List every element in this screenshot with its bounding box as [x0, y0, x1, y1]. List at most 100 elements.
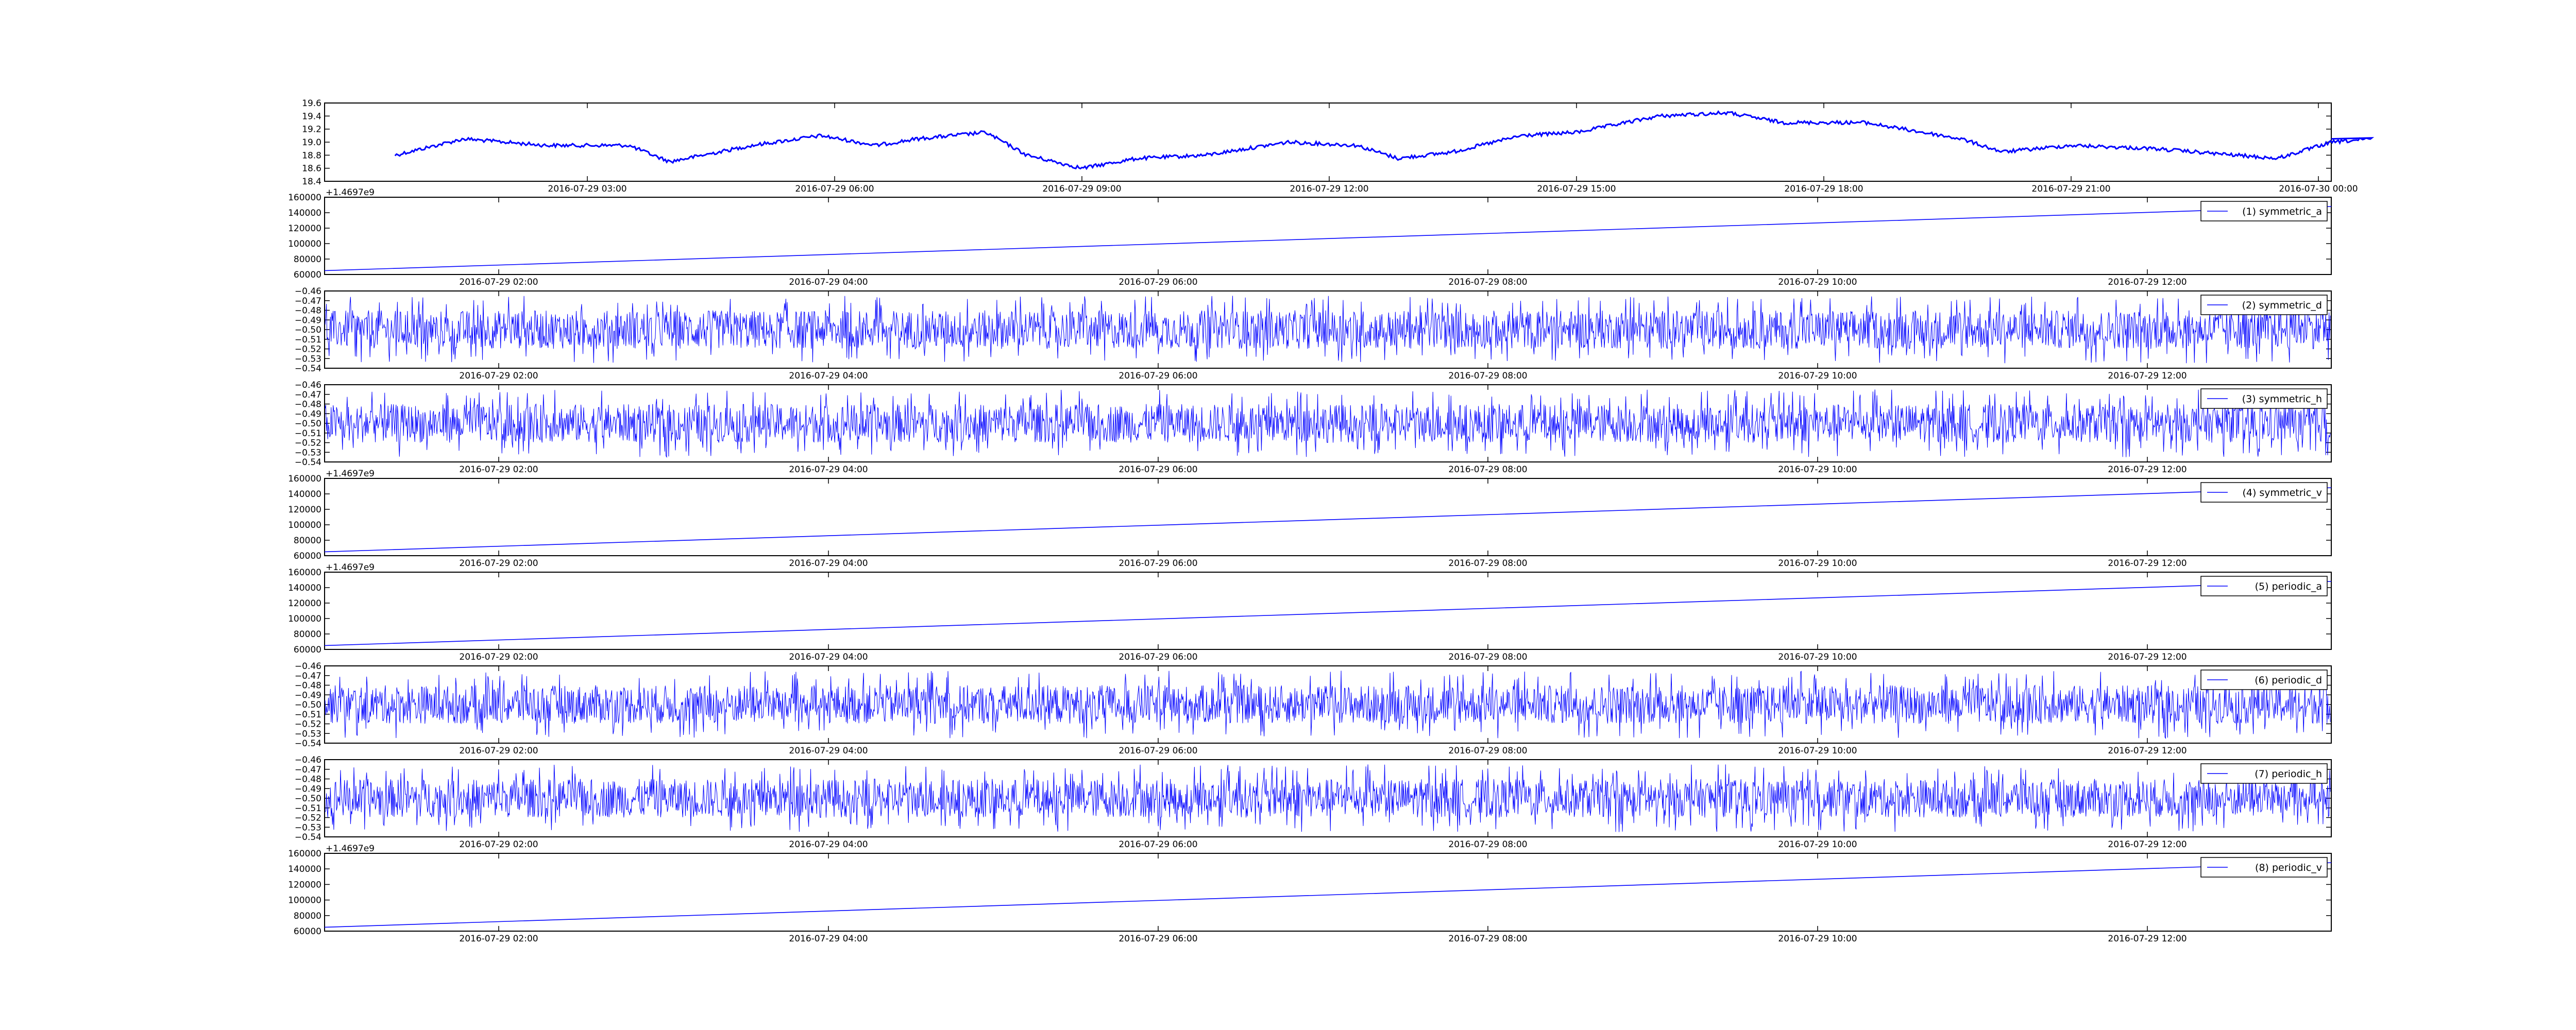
x-tick-label: 2016-07-29 02:00 — [459, 371, 538, 381]
axis-offset-label: +1.4697e9 — [326, 187, 375, 198]
axis-offset-label: +1.4697e9 — [326, 844, 375, 854]
x-tick-label: 2016-07-29 04:00 — [789, 652, 868, 662]
legend: (5) periodic_a — [2200, 576, 2328, 596]
x-tick-label: 2016-07-29 12:00 — [1290, 184, 1368, 194]
y-tick-label: −0.46 — [295, 661, 321, 672]
y-tick-label: −0.53 — [295, 448, 321, 458]
x-tick-label: 2016-07-29 06:00 — [1118, 465, 1197, 475]
y-tick-label: −0.53 — [295, 729, 321, 739]
chart-panel-2: 60000 80000 100000 120000 140000 160000 2016-0… — [288, 187, 2332, 287]
series-line — [325, 296, 2331, 364]
y-tick-label: −0.49 — [295, 784, 321, 794]
legend-label: (5) periodic_a — [2255, 581, 2322, 592]
y-tick-label: −0.46 — [295, 380, 321, 390]
x-tick-label: 2016-07-29 10:00 — [1778, 277, 1857, 287]
plot-frame — [324, 478, 2332, 556]
legend-label: (8) periodic_v — [2255, 862, 2322, 873]
series-line — [325, 671, 2331, 740]
series-line — [324, 487, 2332, 553]
x-tick-label: 2016-07-29 08:00 — [1448, 839, 1527, 850]
plot-frame — [324, 572, 2332, 650]
x-tick-label: 2016-07-29 10:00 — [1778, 652, 1857, 662]
y-tick-label: 100000 — [288, 239, 321, 249]
y-tick-label: 160000 — [288, 568, 321, 578]
x-tick-label: 2016-07-29 08:00 — [1448, 371, 1527, 381]
y-tick-label: −0.50 — [295, 325, 321, 335]
x-tick-label: 2016-07-29 10:00 — [1778, 934, 1857, 944]
y-tick-label: −0.47 — [295, 671, 321, 681]
axis-offset-label: +1.4697e9 — [326, 469, 375, 479]
y-tick-label: −0.50 — [295, 700, 321, 710]
y-tick-label: −0.47 — [295, 296, 321, 306]
y-tick-label: 60000 — [294, 926, 321, 937]
y-tick-label: 160000 — [288, 193, 321, 203]
x-tick-label: 2016-07-29 04:00 — [789, 934, 868, 944]
x-tick-label: 2016-07-29 06:00 — [1118, 652, 1197, 662]
x-tick-label: 2016-07-29 06:00 — [1118, 371, 1197, 381]
x-tick-label: 2016-07-29 09:00 — [1042, 184, 1121, 194]
y-tick-label: −0.50 — [295, 419, 321, 429]
y-tick-label: −0.51 — [295, 803, 321, 814]
y-tick-label: −0.52 — [295, 345, 321, 355]
series-line — [324, 581, 2332, 646]
y-tick-label: 80000 — [294, 911, 321, 921]
y-tick-label: −0.52 — [295, 719, 321, 730]
legend-label: (7) periodic_h — [2255, 768, 2322, 780]
y-tick-label: −0.50 — [295, 794, 321, 804]
x-tick-label: 2016-07-29 06:00 — [1118, 839, 1197, 850]
x-tick-label: 2016-07-29 04:00 — [789, 371, 868, 381]
y-tick-label: 120000 — [288, 880, 321, 890]
x-tick-label: 2016-07-29 02:00 — [459, 465, 538, 475]
y-tick-label: 18.6 — [302, 164, 321, 174]
y-tick-label: −0.54 — [295, 457, 321, 468]
y-tick-label: 160000 — [288, 849, 321, 859]
y-tick-label: −0.51 — [295, 428, 321, 439]
x-tick-label: 2016-07-29 08:00 — [1448, 277, 1527, 287]
series-line — [324, 206, 2332, 271]
x-tick-label: 2016-07-29 04:00 — [789, 746, 868, 756]
legend-label: (4) symmetric_v — [2242, 487, 2322, 499]
legend-label: (1) symmetric_a — [2242, 206, 2322, 217]
series-line — [325, 764, 2331, 832]
x-tick-label: 2016-07-29 02:00 — [459, 839, 538, 850]
x-tick-label: 2016-07-29 08:00 — [1448, 746, 1527, 756]
plot-frame — [324, 102, 2332, 182]
y-tick-label: 80000 — [294, 629, 321, 640]
y-tick-label: −0.52 — [295, 813, 321, 823]
x-tick-label: 2016-07-29 15:00 — [1537, 184, 1616, 194]
y-tick-label: 160000 — [288, 474, 321, 484]
y-tick-label: 19.0 — [302, 138, 321, 148]
y-tick-label: −0.47 — [295, 765, 321, 775]
series-line — [394, 110, 2375, 170]
legend: (8) periodic_v — [2200, 857, 2328, 878]
legend: (7) periodic_h — [2200, 763, 2328, 784]
legend-label: (6) periodic_d — [2255, 675, 2322, 686]
y-tick-label: −0.51 — [295, 335, 321, 345]
y-tick-label: −0.46 — [295, 286, 321, 297]
legend-label: (3) symmetric_h — [2242, 393, 2322, 405]
y-tick-label: 120000 — [288, 224, 321, 234]
y-tick-label: −0.47 — [295, 390, 321, 400]
series-line — [324, 862, 2332, 928]
chart-panel-5: 60000 80000 100000 120000 140000 160000 2016-0… — [288, 469, 2332, 569]
y-tick-label: 18.4 — [302, 177, 321, 187]
chart-panel-1: 18.4 18.6 18.8 19.0 19.2 19.4 19.6 2016-07-29 0… — [302, 98, 2375, 194]
legend: (6) periodic_d — [2200, 670, 2328, 690]
x-tick-label: 2016-07-29 06:00 — [1118, 746, 1197, 756]
y-tick-label: −0.46 — [295, 755, 321, 765]
y-tick-label: 60000 — [294, 645, 321, 655]
chart-panel-6: 60000 80000 100000 120000 140000 160000 2016-0… — [288, 562, 2332, 662]
y-tick-label: 100000 — [288, 520, 321, 530]
plot-frame — [324, 853, 2332, 932]
x-tick-label: 2016-07-29 06:00 — [1118, 934, 1197, 944]
y-tick-label: −0.49 — [295, 315, 321, 325]
x-tick-label: 2016-07-29 21:00 — [2031, 184, 2110, 194]
x-tick-label: 2016-07-29 04:00 — [789, 839, 868, 850]
legend: (2) symmetric_d — [2200, 295, 2328, 315]
y-tick-label: 19.2 — [302, 125, 321, 135]
legend-label: (2) symmetric_d — [2242, 300, 2322, 311]
x-tick-label: 2016-07-30 00:00 — [2279, 184, 2358, 194]
y-tick-label: −0.49 — [295, 409, 321, 419]
chart-panel-3: −0.54−0.53−0.52−0.51−0.50−0.49−0.48−0.47… — [295, 286, 2332, 381]
